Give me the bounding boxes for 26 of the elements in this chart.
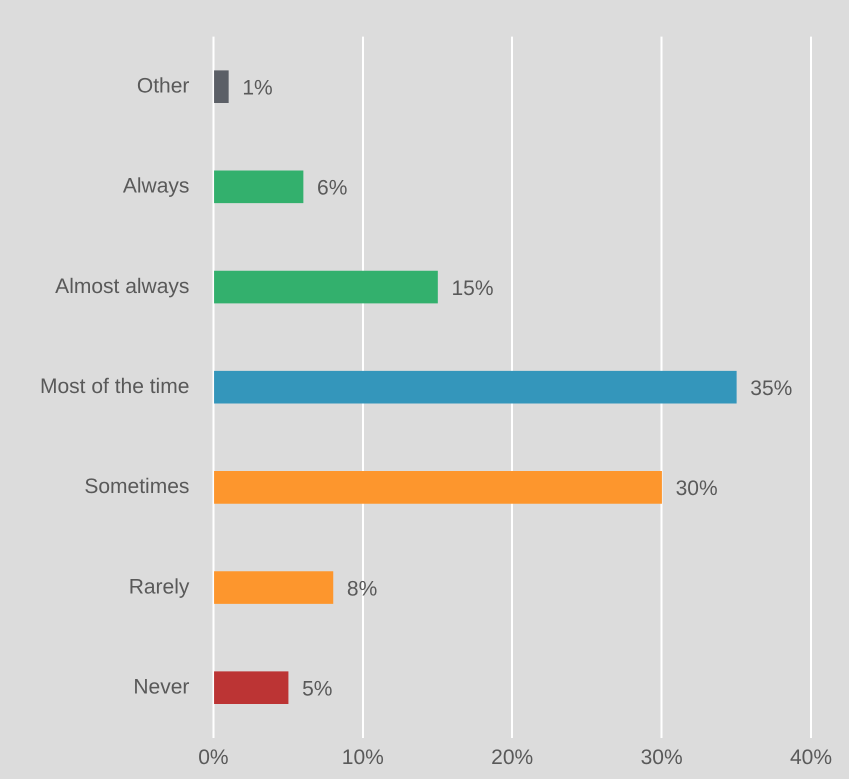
- x-tick-label: 30%: [640, 746, 683, 770]
- y-tick-label: Other: [136, 74, 190, 98]
- data-label: 30%: [676, 477, 718, 500]
- bar: [214, 471, 662, 504]
- data-label: 5%: [302, 678, 332, 701]
- y-tick-label: Never: [133, 676, 190, 699]
- x-tick-label: 10%: [342, 746, 384, 770]
- y-tick-label: Almost always: [55, 274, 190, 298]
- y-tick-label: Always: [122, 174, 190, 198]
- y-tick-label: Rarely: [128, 575, 190, 598]
- data-label: 6%: [317, 176, 348, 200]
- x-tick-label: 40%: [790, 746, 832, 770]
- bar: [214, 571, 334, 604]
- y-tick-label: Most of the time: [40, 374, 190, 398]
- data-label: 15%: [451, 276, 494, 300]
- data-label: 1%: [242, 76, 273, 100]
- data-label: 35%: [750, 376, 792, 400]
- x-tick-label: 20%: [491, 746, 534, 770]
- data-label: 8%: [346, 577, 378, 600]
- bar: [214, 370, 737, 404]
- bar: [214, 671, 288, 704]
- bar: [214, 270, 438, 304]
- x-tick-label: 0%: [198, 746, 229, 770]
- y-tick-label: Sometimes: [84, 475, 190, 498]
- bar: [214, 70, 229, 104]
- bar: [214, 170, 304, 204]
